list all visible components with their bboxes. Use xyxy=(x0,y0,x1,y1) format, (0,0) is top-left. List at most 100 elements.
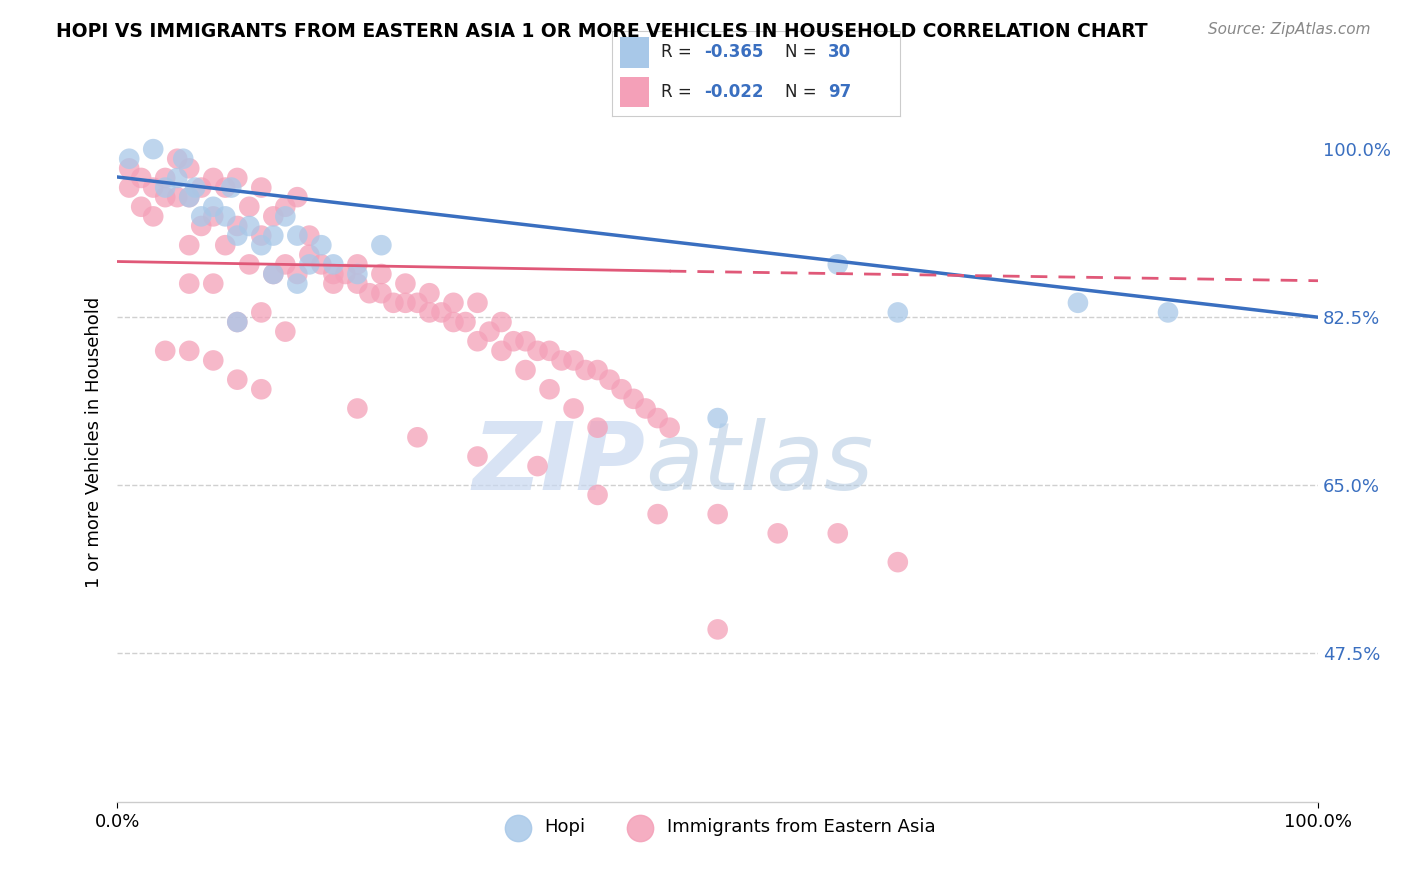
Point xyxy=(406,430,429,444)
Point xyxy=(179,161,201,176)
Point xyxy=(538,343,561,358)
Point xyxy=(202,200,225,214)
Point xyxy=(370,286,392,301)
Text: -0.365: -0.365 xyxy=(704,44,763,62)
Point xyxy=(202,170,225,185)
Point xyxy=(166,190,188,204)
Point xyxy=(202,353,225,368)
Point xyxy=(515,363,537,377)
Point xyxy=(166,170,188,185)
Point xyxy=(467,450,489,464)
Text: 97: 97 xyxy=(828,83,851,101)
Point xyxy=(250,382,273,396)
Text: R =: R = xyxy=(661,83,696,101)
Point xyxy=(623,392,645,406)
Point xyxy=(262,267,284,281)
Point xyxy=(491,315,513,329)
Point xyxy=(250,228,273,243)
Point xyxy=(118,152,141,166)
Legend: Hopi, Immigrants from Eastern Asia: Hopi, Immigrants from Eastern Asia xyxy=(492,811,943,844)
Point xyxy=(190,210,212,224)
Point xyxy=(586,488,609,502)
Point xyxy=(526,459,548,474)
Point xyxy=(274,200,297,214)
Point xyxy=(262,228,284,243)
Point xyxy=(454,315,477,329)
Point xyxy=(226,228,249,243)
Point xyxy=(214,238,236,252)
Text: -0.022: -0.022 xyxy=(704,83,763,101)
Point xyxy=(142,142,165,156)
Point xyxy=(142,180,165,194)
Point xyxy=(179,277,201,291)
Point xyxy=(394,295,416,310)
Text: ZIP: ZIP xyxy=(472,417,645,509)
Point xyxy=(526,343,548,358)
Y-axis label: 1 or more Vehicles in Household: 1 or more Vehicles in Household xyxy=(86,296,103,588)
Point xyxy=(647,507,669,521)
Point xyxy=(179,238,201,252)
Point xyxy=(172,152,194,166)
Point xyxy=(190,219,212,233)
Point xyxy=(562,401,585,416)
Point xyxy=(827,257,849,271)
Point xyxy=(346,257,368,271)
Point xyxy=(155,343,177,358)
Text: R =: R = xyxy=(661,44,696,62)
Point xyxy=(418,286,440,301)
Point xyxy=(430,305,453,319)
Point xyxy=(219,180,242,194)
Point xyxy=(1067,295,1090,310)
Point xyxy=(155,190,177,204)
Point xyxy=(155,170,177,185)
Point xyxy=(467,334,489,349)
Point xyxy=(226,373,249,387)
Point xyxy=(285,277,308,291)
Text: Source: ZipAtlas.com: Source: ZipAtlas.com xyxy=(1208,22,1371,37)
Point xyxy=(285,228,308,243)
Point xyxy=(238,257,260,271)
Point xyxy=(285,267,308,281)
Point xyxy=(610,382,633,396)
Point xyxy=(394,277,416,291)
Point xyxy=(142,210,165,224)
Point xyxy=(129,170,152,185)
Point xyxy=(586,420,609,434)
Point xyxy=(129,200,152,214)
Point xyxy=(346,401,368,416)
Point xyxy=(179,190,201,204)
Point xyxy=(443,315,465,329)
Point xyxy=(634,401,657,416)
Point xyxy=(118,180,141,194)
Point xyxy=(274,257,297,271)
Point xyxy=(311,257,333,271)
Text: N =: N = xyxy=(785,83,821,101)
Point xyxy=(262,267,284,281)
Point xyxy=(179,190,201,204)
Point xyxy=(190,180,212,194)
Point xyxy=(184,180,207,194)
Point xyxy=(238,219,260,233)
Point xyxy=(155,180,177,194)
Point xyxy=(262,210,284,224)
Point xyxy=(1157,305,1180,319)
Point xyxy=(359,286,381,301)
Point xyxy=(202,210,225,224)
Point xyxy=(370,267,392,281)
Point xyxy=(658,420,681,434)
Point xyxy=(226,315,249,329)
Point xyxy=(118,161,141,176)
Text: N =: N = xyxy=(785,44,821,62)
Point xyxy=(706,507,728,521)
Point xyxy=(478,325,501,339)
Point xyxy=(285,190,308,204)
Point xyxy=(202,277,225,291)
Point xyxy=(214,180,236,194)
Point xyxy=(250,180,273,194)
Point xyxy=(322,257,344,271)
Point xyxy=(406,295,429,310)
Point xyxy=(335,267,357,281)
Point xyxy=(502,334,524,349)
Point xyxy=(238,200,260,214)
FancyBboxPatch shape xyxy=(620,77,650,108)
